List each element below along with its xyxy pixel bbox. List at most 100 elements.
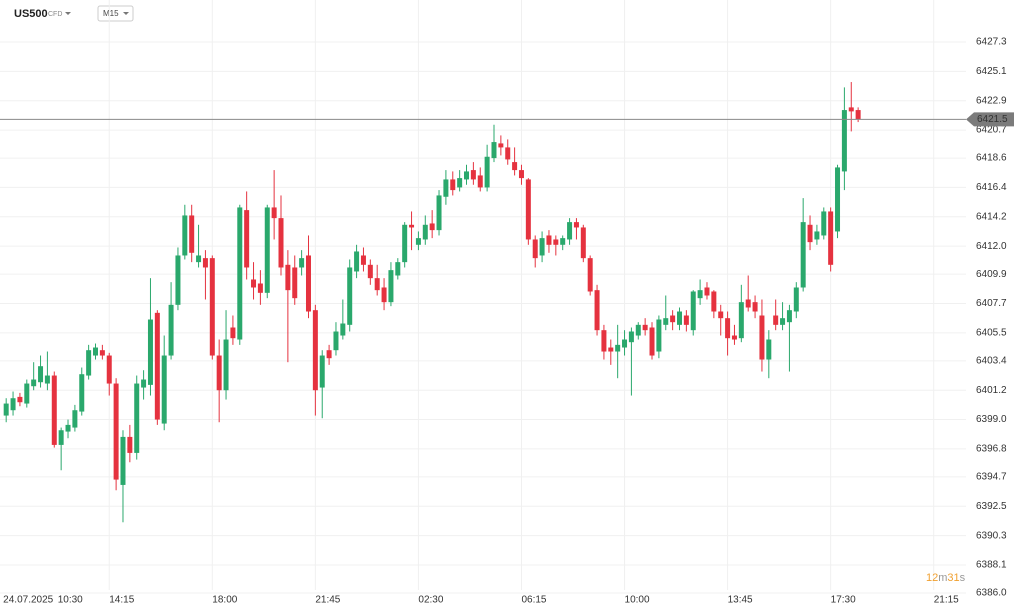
y-tick-label: 6386.0 [976, 588, 1007, 599]
candle [594, 284, 600, 336]
symbol[interactable]: US500 [14, 8, 48, 20]
candle-body [505, 147, 511, 160]
x-tick-label: 10:30 [58, 595, 83, 606]
candle [484, 144, 490, 192]
candle [10, 391, 16, 416]
y-tick-label: 6425.1 [976, 66, 1007, 77]
symbol-dropdown-arrow[interactable] [65, 12, 71, 15]
candle-body [10, 398, 16, 411]
candle [161, 335, 167, 431]
candle [443, 170, 449, 205]
candle [656, 315, 662, 359]
candle [752, 295, 758, 319]
candle-body [594, 290, 600, 331]
y-tick-label: 6412.0 [976, 241, 1007, 252]
candle-body [567, 222, 573, 240]
candle-body [271, 207, 277, 219]
y-tick-label: 6416.4 [976, 182, 1007, 193]
candle-body [573, 222, 579, 228]
candle [457, 170, 463, 192]
candle [498, 135, 504, 156]
candle-body [690, 291, 696, 331]
candle-body [491, 142, 497, 159]
candle [470, 162, 476, 185]
x-tick-label: 24.07.2025 [3, 595, 53, 606]
candle [326, 344, 332, 365]
candle-body [340, 323, 346, 336]
candle [154, 310, 160, 425]
candle [17, 392, 23, 407]
candle [395, 258, 401, 280]
y-tick-label: 6427.3 [976, 37, 1007, 48]
candle-body [663, 318, 669, 325]
candle [230, 315, 236, 345]
candle-body [793, 287, 799, 312]
axes: 6427.3 6425.1 6422.9 6420.7 6418.6 6416.4 6414… [0, 37, 1014, 606]
candle-body [17, 396, 23, 403]
y-tick-label: 6390.3 [976, 530, 1007, 541]
candle-body [704, 287, 710, 296]
candle-body [141, 379, 147, 388]
y-tick-label: 6403.4 [976, 356, 1007, 367]
candle [436, 190, 442, 236]
candle [690, 290, 696, 336]
candle [31, 362, 37, 391]
candle-body [72, 410, 78, 428]
candle-body [175, 255, 181, 305]
candle-body [395, 262, 401, 276]
x-tick-label: 10:00 [625, 595, 650, 606]
candle-body [134, 383, 140, 453]
candle-body [374, 278, 380, 291]
candle [670, 310, 676, 331]
candle [216, 339, 222, 423]
candle [24, 379, 30, 408]
candle [642, 318, 648, 336]
candle-body [676, 311, 682, 325]
candle [189, 204, 195, 263]
candle [127, 424, 133, 463]
candle [841, 87, 847, 191]
candle-body [580, 227, 586, 259]
candle-body [230, 327, 236, 339]
candle [347, 259, 353, 332]
candle-body [518, 170, 524, 179]
candle [704, 282, 710, 300]
candle [367, 259, 373, 285]
candle [835, 164, 841, 239]
timeframe-button[interactable] [97, 5, 134, 22]
candle-body [209, 258, 215, 356]
countdown-part: s [960, 572, 966, 584]
candle-body [656, 319, 662, 352]
candle-body [615, 344, 621, 352]
candle [601, 324, 607, 360]
candle-body [848, 107, 854, 112]
candle [285, 250, 291, 363]
candle-body [697, 290, 703, 299]
candle-body [79, 374, 85, 412]
candle-body [759, 315, 765, 360]
candle-body [312, 310, 318, 391]
x-tick-label: 17:30 [831, 595, 856, 606]
candle-body [429, 223, 435, 231]
candle [319, 350, 325, 419]
candle [512, 147, 518, 176]
candle-body [512, 162, 518, 171]
candle-body [168, 304, 174, 356]
candle-body [93, 347, 99, 356]
candle [738, 284, 744, 343]
candle-body [601, 330, 607, 352]
candle [786, 304, 792, 372]
candle [237, 204, 243, 345]
candle-body [855, 110, 861, 120]
y-tick-label: 6399.0 [976, 414, 1007, 425]
candle-body [745, 299, 751, 308]
candle [773, 299, 779, 331]
candle-body [443, 179, 449, 197]
candle [72, 404, 78, 432]
candle [168, 282, 174, 360]
candle [175, 247, 181, 311]
candle [202, 250, 208, 300]
candle [477, 167, 483, 192]
y-tick-label: 6396.8 [976, 444, 1007, 455]
candle-body [553, 239, 559, 245]
